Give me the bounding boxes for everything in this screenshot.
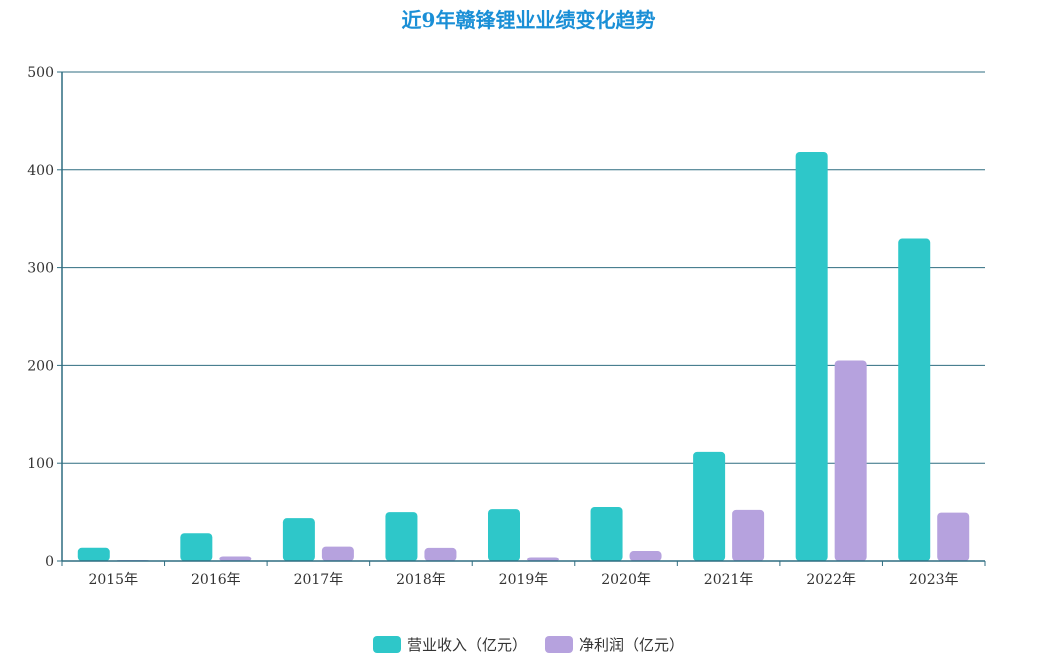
legend-swatch-profit [545,636,573,653]
bars [77,152,970,561]
x-tick-label: 2018年 [396,572,446,588]
bar-revenue[interactable] [590,507,623,561]
y-tick-label: 300 [27,261,54,277]
x-tick-label: 2016年 [191,572,241,588]
x-tick-label: 2017年 [294,572,344,588]
legend-label-revenue: 营业收入（亿元） [406,636,527,654]
bar-profit[interactable] [219,556,252,561]
y-tick-label: 200 [27,358,54,374]
bar-profit[interactable] [834,360,867,561]
bar-chart: 0 100 200 300 400 500 2015年 2016年 2017年 2018年 2019… [27,65,986,588]
x-tick-label: 2020年 [601,572,651,588]
legend: 营业收入（亿元） 净利润（亿元） [0,634,1057,655]
bar-profit[interactable] [321,546,354,561]
x-tick-label: 2023年 [909,572,959,588]
bar-revenue[interactable] [693,451,726,561]
bar-profit[interactable] [732,509,765,561]
y-tick-label: 400 [27,163,54,179]
bar-profit[interactable] [629,551,662,561]
y-tick-label: 0 [45,554,54,570]
y-tick-label: 500 [27,65,54,81]
grid-lines [62,71,985,464]
bar-profit[interactable] [424,547,457,561]
legend-item-profit[interactable]: 净利润（亿元） [545,634,684,655]
x-tick-label: 2015年 [88,572,138,588]
axes: 0 100 200 300 400 500 2015年 2016年 2017年 2018年 2019… [27,65,986,588]
bar-profit[interactable] [937,512,970,561]
bar-profit[interactable] [527,557,559,561]
legend-swatch-revenue [372,636,401,653]
x-tick-label: 2021年 [704,572,754,588]
legend-label-profit: 净利润（亿元） [579,636,685,654]
y-tick-label: 100 [27,456,54,472]
bar-revenue[interactable] [488,509,520,561]
bar-revenue[interactable] [795,152,828,561]
bar-revenue[interactable] [77,547,110,561]
bar-revenue[interactable] [282,518,315,561]
x-tick-label: 2022年 [806,572,856,588]
bar-revenue[interactable] [898,238,931,561]
chart-title: 近9年赣锋锂业业绩变化趋势 [401,8,656,32]
bar-revenue[interactable] [385,512,418,561]
legend-item-revenue[interactable]: 营业收入（亿元） [372,634,527,655]
bar-revenue[interactable] [180,533,213,561]
x-tick-label: 2019年 [499,572,549,588]
